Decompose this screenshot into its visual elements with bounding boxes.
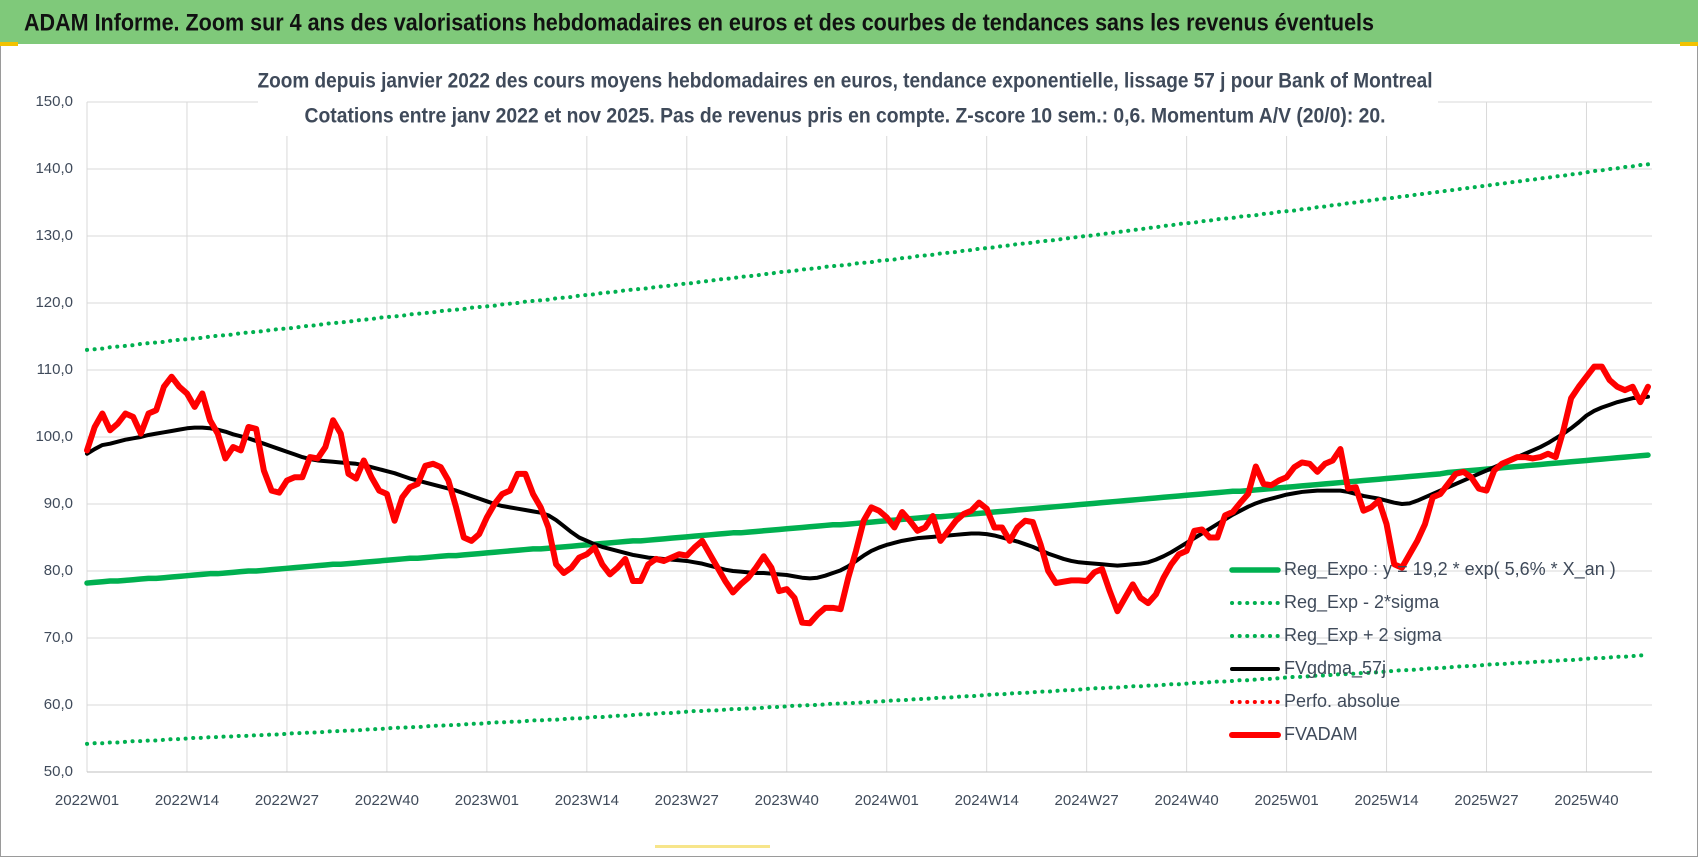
y-tick-label: 70,0 — [44, 629, 73, 646]
x-tick-label: 2022W01 — [55, 792, 119, 809]
y-tick-label: 120,0 — [35, 294, 73, 311]
x-tick-label: 2024W40 — [1155, 792, 1219, 809]
y-tick-label: 90,0 — [44, 495, 73, 512]
legend-label: Reg_Exp - 2*sigma — [1284, 592, 1440, 613]
x-tick-label: 2024W14 — [955, 792, 1019, 809]
y-tick-label: 140,0 — [35, 160, 73, 177]
y-tick-label: 100,0 — [35, 428, 73, 445]
y-tick-label: 150,0 — [35, 93, 73, 110]
chart-subtitle: Cotations entre janv 2022 et nov 2025. P… — [305, 105, 1386, 128]
x-tick-label: 2024W27 — [1055, 792, 1119, 809]
page-header: ADAM Informe. Zoom sur 4 ans des valoris… — [24, 9, 1374, 36]
y-tick-label: 110,0 — [37, 361, 73, 378]
x-tick-label: 2023W14 — [555, 792, 619, 809]
corner-accent — [0, 42, 18, 46]
x-tick-label: 2025W01 — [1254, 792, 1318, 809]
x-tick-label: 2022W14 — [155, 792, 219, 809]
y-tick-label: 80,0 — [44, 562, 73, 579]
legend-label: FVgdma_57j — [1284, 658, 1386, 679]
chart-title: Zoom depuis janvier 2022 des cours moyen… — [258, 70, 1433, 93]
x-tick-label: 2025W14 — [1354, 792, 1418, 809]
x-tick-label: 2022W27 — [255, 792, 319, 809]
title-backdrop — [258, 66, 1438, 136]
corner-accent — [1680, 42, 1698, 46]
series-line — [84, 363, 1651, 627]
y-tick-label: 130,0 — [35, 227, 73, 244]
legend-label: Reg_Exp + 2 sigma — [1284, 625, 1443, 646]
x-tick-label: 2022W40 — [355, 792, 419, 809]
x-tick-label: 2024W01 — [855, 792, 919, 809]
header-bar — [0, 0, 1698, 44]
x-tick-label: 2025W27 — [1454, 792, 1518, 809]
legend-label: Reg_Expo : y = 19,2 * exp( 5,6% * X_an ) — [1284, 559, 1616, 580]
grid: 50,0 60,0 70,0 80,0 90,0 100,0 110,0 120,0 130,0… — [35, 93, 1652, 809]
legend: Reg_Expo : y = 19,2 * exp( 5,6% * X_an )… — [1229, 559, 1616, 744]
series-line — [85, 653, 1650, 746]
bottom-accent — [655, 845, 770, 848]
x-tick-label: 2023W01 — [455, 792, 519, 809]
x-tick-label: 2025W40 — [1554, 792, 1618, 809]
x-tick-label: 2023W40 — [755, 792, 819, 809]
legend-label: Perfo. absolue — [1284, 691, 1400, 711]
plot-area — [84, 162, 1651, 746]
x-tick-label: 2023W27 — [655, 792, 719, 809]
y-tick-label: 60,0 — [44, 696, 73, 713]
series-line — [84, 452, 1651, 586]
y-tick-label: 50,0 — [44, 763, 73, 780]
legend-label: FVADAM — [1284, 724, 1358, 744]
